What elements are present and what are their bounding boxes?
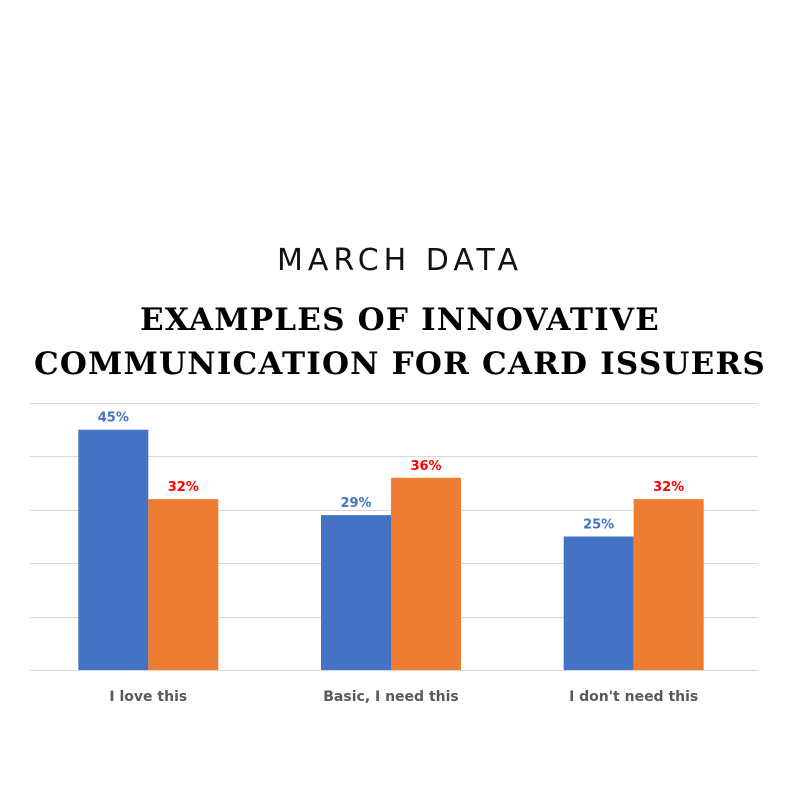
data-label-series-2-1: 36% — [410, 459, 441, 474]
category-label-2: I don't need this — [569, 689, 698, 705]
bar-series-2-2 — [633, 499, 704, 670]
bar-series-2-0 — [148, 499, 219, 670]
data-label-series-1-1: 29% — [340, 496, 371, 511]
data-label-series-2-0: 32% — [168, 480, 199, 495]
chart-title: EXAMPLES OF INNOVATIVE COMMUNICATION FOR… — [0, 298, 800, 386]
bar-series-1-2 — [563, 536, 634, 670]
category-label-1: Basic, I need this — [323, 689, 458, 705]
bar-chart: 45% 32% 29% 36% 25% 32% I love this Basic, I n… — [30, 403, 758, 705]
bar-series-2-1 — [391, 477, 461, 670]
data-label-series-2-2: 32% — [653, 480, 684, 495]
data-labels: 45% 32% 29% 36% 25% 32% — [98, 411, 684, 533]
bars — [78, 429, 704, 670]
chart-title-line-1: EXAMPLES OF INNOVATIVE — [140, 302, 660, 338]
category-label-0: I love this — [109, 689, 187, 705]
chart-title-line-2: COMMUNICATION FOR CARD ISSUERS — [33, 346, 767, 382]
data-label-series-1-0: 45% — [98, 411, 129, 426]
brand-logo: MARCH DATA — [276, 243, 524, 278]
data-label-series-1-2: 25% — [583, 518, 614, 533]
category-labels: I love this Basic, I need this I don't nee… — [109, 689, 698, 705]
bar-series-1-0 — [78, 429, 149, 670]
bar-series-1-1 — [321, 515, 391, 670]
